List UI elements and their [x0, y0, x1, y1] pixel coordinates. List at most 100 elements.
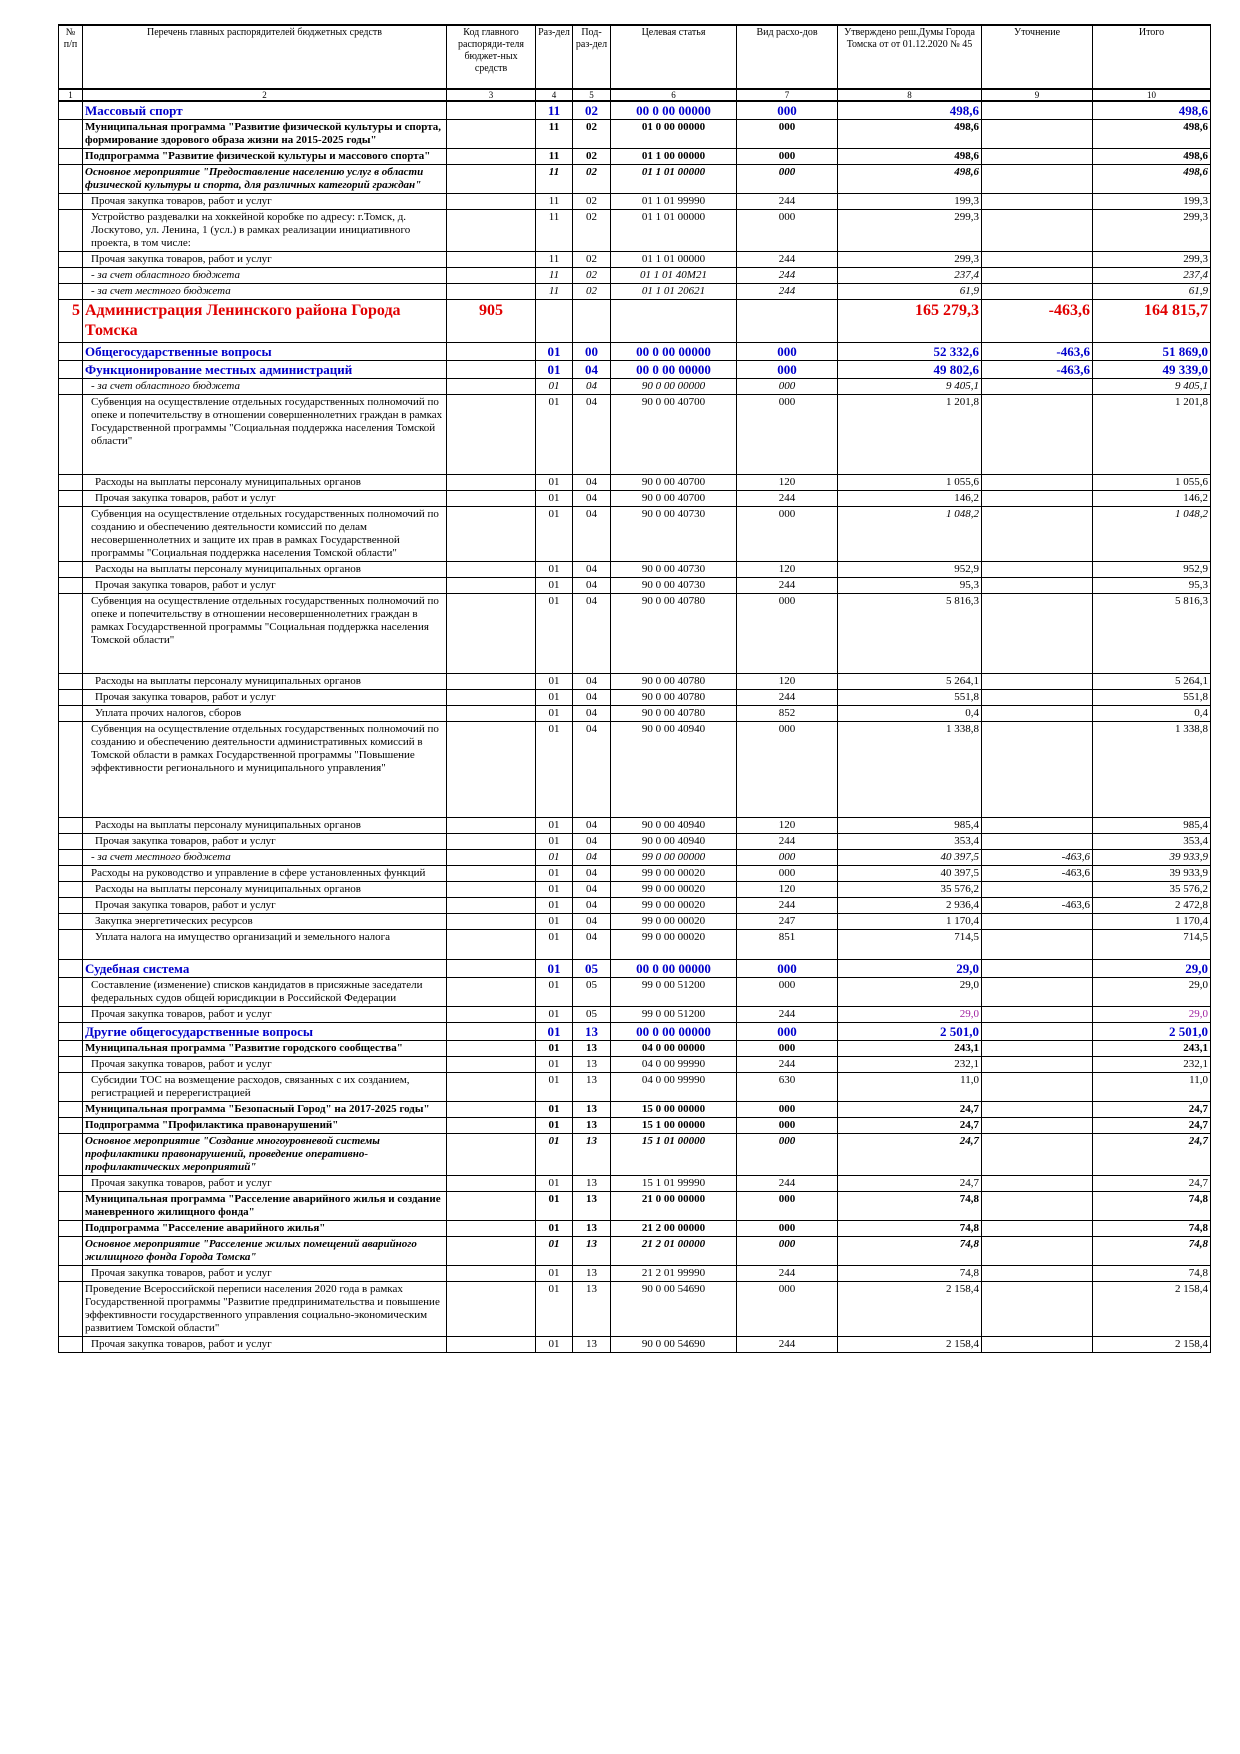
cell-total: 2 158,4 [1092, 1336, 1211, 1353]
cell-adjustment: -463,6 [981, 299, 1093, 343]
cell-subsection: 13 [572, 1072, 611, 1102]
cell-total: 952,9 [1092, 561, 1211, 578]
cell-adjustment [981, 1191, 1093, 1221]
header-adjustment: Уточнение [981, 24, 1093, 90]
cell-number [58, 1175, 83, 1192]
cell-approved: 52 332,6 [837, 342, 982, 361]
cell-adjustment [981, 490, 1093, 507]
table-row: Прочая закупка товаров, работ и услуг 11 0… [58, 193, 1211, 210]
table-row: Основное мероприятие "Предоставление нас… [58, 164, 1211, 194]
cell-target-article: 01 0 00 00000 [610, 119, 737, 149]
cell-adjustment [981, 209, 1093, 252]
cell-distributor-code [446, 1117, 536, 1134]
cell-number [58, 193, 83, 210]
cell-target-article: 04 0 00 99990 [610, 1056, 737, 1073]
cell-item-name: Расходы на выплаты персоналу муниципальн… [82, 881, 447, 898]
cell-item-name: Прочая закупка товаров, работ и услуг [82, 1006, 447, 1023]
cell-adjustment [981, 474, 1093, 491]
cell-expense-type: 244 [736, 490, 838, 507]
cell-total: 74,8 [1092, 1191, 1211, 1221]
cell-approved: 498,6 [837, 119, 982, 149]
cell-item-name: Основное мероприятие "Предоставление нас… [82, 164, 447, 194]
cell-number [58, 721, 83, 818]
cell-total: 164 815,7 [1092, 299, 1211, 343]
cell-approved: 24,7 [837, 1101, 982, 1118]
table-body: Массовый спорт 11 02 00 0 00 00000 000 498,6 4… [58, 100, 1211, 1353]
cell-section: 01 [535, 705, 573, 722]
cell-adjustment [981, 1006, 1093, 1023]
cell-expense-type: 000 [736, 1281, 838, 1337]
cell-adjustment [981, 164, 1093, 194]
cell-total: 29,0 [1092, 977, 1211, 1007]
cell-subsection: 00 [572, 342, 611, 361]
cell-section: 01 [535, 1220, 573, 1237]
cell-approved: 95,3 [837, 577, 982, 594]
cell-section: 01 [535, 849, 573, 866]
cell-number [58, 100, 83, 120]
cell-number [58, 913, 83, 930]
cell-expense-type: 000 [736, 865, 838, 882]
cell-total: 24,7 [1092, 1133, 1211, 1176]
table-row: Прочая закупка товаров, работ и услуг 01 0… [58, 833, 1211, 850]
cell-expense-type: 247 [736, 913, 838, 930]
cell-approved: 199,3 [837, 193, 982, 210]
cell-total: 74,8 [1092, 1236, 1211, 1266]
cell-distributor-code [446, 360, 536, 379]
table-row: Составление (изменение) списков кандидат… [58, 977, 1211, 1007]
cell-item-name: Расходы на руководство и управление в сф… [82, 865, 447, 882]
cell-distributor-code [446, 817, 536, 834]
cell-section: 01 [535, 959, 573, 978]
cell-total: 498,6 [1092, 100, 1211, 120]
cell-target-article: 90 0 00 40700 [610, 474, 737, 491]
cell-expense-type: 000 [736, 1117, 838, 1134]
cell-target-article: 99 0 00 00020 [610, 897, 737, 914]
cell-section: 01 [535, 721, 573, 818]
cell-adjustment [981, 283, 1093, 300]
table-row: Субвенция на осуществление отдельных гос… [58, 721, 1211, 818]
cell-number [58, 1133, 83, 1176]
cell-total: 551,8 [1092, 689, 1211, 706]
cell-adjustment [981, 1022, 1093, 1041]
table-row: Прочая закупка товаров, работ и услуг 01 1… [58, 1056, 1211, 1073]
cell-number [58, 1072, 83, 1102]
cell-number [58, 209, 83, 252]
cell-distributor-code [446, 267, 536, 284]
cell-target-article: 90 0 00 40730 [610, 506, 737, 562]
cell-number [58, 959, 83, 978]
cell-section: 01 [535, 929, 573, 960]
cell-item-name: Субвенция на осуществление отдельных гос… [82, 593, 447, 674]
cell-target-article: 04 0 00 99990 [610, 1072, 737, 1102]
cell-expense-type: 000 [736, 378, 838, 395]
cell-subsection: 04 [572, 360, 611, 379]
cell-approved: 74,8 [837, 1236, 982, 1266]
cell-adjustment [981, 881, 1093, 898]
cell-number [58, 881, 83, 898]
cell-subsection: 02 [572, 251, 611, 268]
column-number-row: 1 2 3 4 5 6 7 8 9 10 [58, 88, 1211, 102]
cell-expense-type: 000 [736, 1236, 838, 1266]
cell-total: 74,8 [1092, 1220, 1211, 1237]
cell-approved: 40 397,5 [837, 865, 982, 882]
cell-expense-type: 851 [736, 929, 838, 960]
table-row: Функционирование местных администраций 01… [58, 360, 1211, 379]
cell-subsection: 02 [572, 209, 611, 252]
cell-target-article: 21 2 00 00000 [610, 1220, 737, 1237]
cell-target-article: 90 0 00 40780 [610, 673, 737, 690]
cell-item-name: Прочая закупка товаров, работ и услуг [82, 577, 447, 594]
cell-target-article: 01 1 01 00000 [610, 251, 737, 268]
cell-approved: 1 055,6 [837, 474, 982, 491]
cell-target-article: 99 0 00 00000 [610, 849, 737, 866]
cell-item-name: Прочая закупка товаров, работ и услуг [82, 1056, 447, 1073]
cell-distributor-code [446, 342, 536, 361]
cell-total: 0,4 [1092, 705, 1211, 722]
header-section: Раз-дел [535, 24, 573, 90]
cell-target-article: 21 0 00 00000 [610, 1191, 737, 1221]
cell-number [58, 929, 83, 960]
cell-distributor-code: 905 [446, 299, 536, 343]
table-row: Расходы на выплаты персоналу муниципальн… [58, 474, 1211, 491]
cell-section: 11 [535, 100, 573, 120]
cell-adjustment [981, 561, 1093, 578]
table-row: - за счет местного бюджета 01 04 99 0 00 00… [58, 849, 1211, 866]
cell-expense-type: 120 [736, 673, 838, 690]
cell-adjustment [981, 913, 1093, 930]
